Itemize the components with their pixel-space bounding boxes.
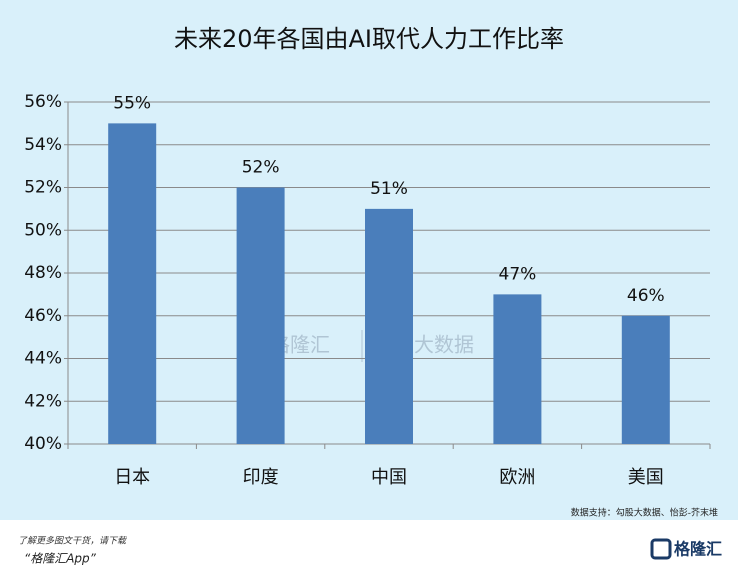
y-tick-label: 52% (24, 178, 62, 198)
bar (365, 208, 413, 444)
x-tick-label: 中国 (371, 467, 407, 488)
y-tick-label: 50% (24, 220, 62, 240)
bar (108, 123, 157, 444)
value-label: 47% (499, 264, 537, 284)
y-tick-label: 46% (24, 306, 62, 326)
x-tick-label: 印度 (243, 467, 279, 488)
footer-logo: 格隆汇 (674, 540, 722, 559)
y-tick-label: 48% (24, 263, 62, 283)
x-tick-label: 日本 (114, 467, 150, 488)
logo-icon (650, 538, 672, 560)
x-tick-label: 欧洲 (499, 467, 535, 488)
bar (621, 315, 670, 444)
value-label: 52% (242, 158, 280, 178)
y-tick-label: 42% (24, 391, 62, 411)
y-tick-label: 40% (24, 434, 62, 454)
footer-line: 了解更多图文干货，请下载 (18, 536, 127, 547)
value-label: 55% (113, 93, 151, 113)
value-label: 51% (370, 179, 408, 199)
y-tick-label: 44% (24, 349, 62, 369)
source-note: 数据支持：勾股大数据、怡彭-芥末堆 (571, 507, 718, 519)
y-tick-label: 56% (24, 92, 62, 112)
value-label: 46% (627, 286, 665, 306)
chart-title: 未来20年各国由AI取代人力工作比率 (174, 25, 564, 53)
bar (236, 187, 285, 444)
x-tick-label: 美国 (628, 467, 664, 488)
footer-app: “格隆汇App” (24, 552, 97, 566)
y-tick-label: 54% (24, 135, 62, 155)
footer-background (0, 520, 738, 580)
bar (493, 294, 542, 444)
